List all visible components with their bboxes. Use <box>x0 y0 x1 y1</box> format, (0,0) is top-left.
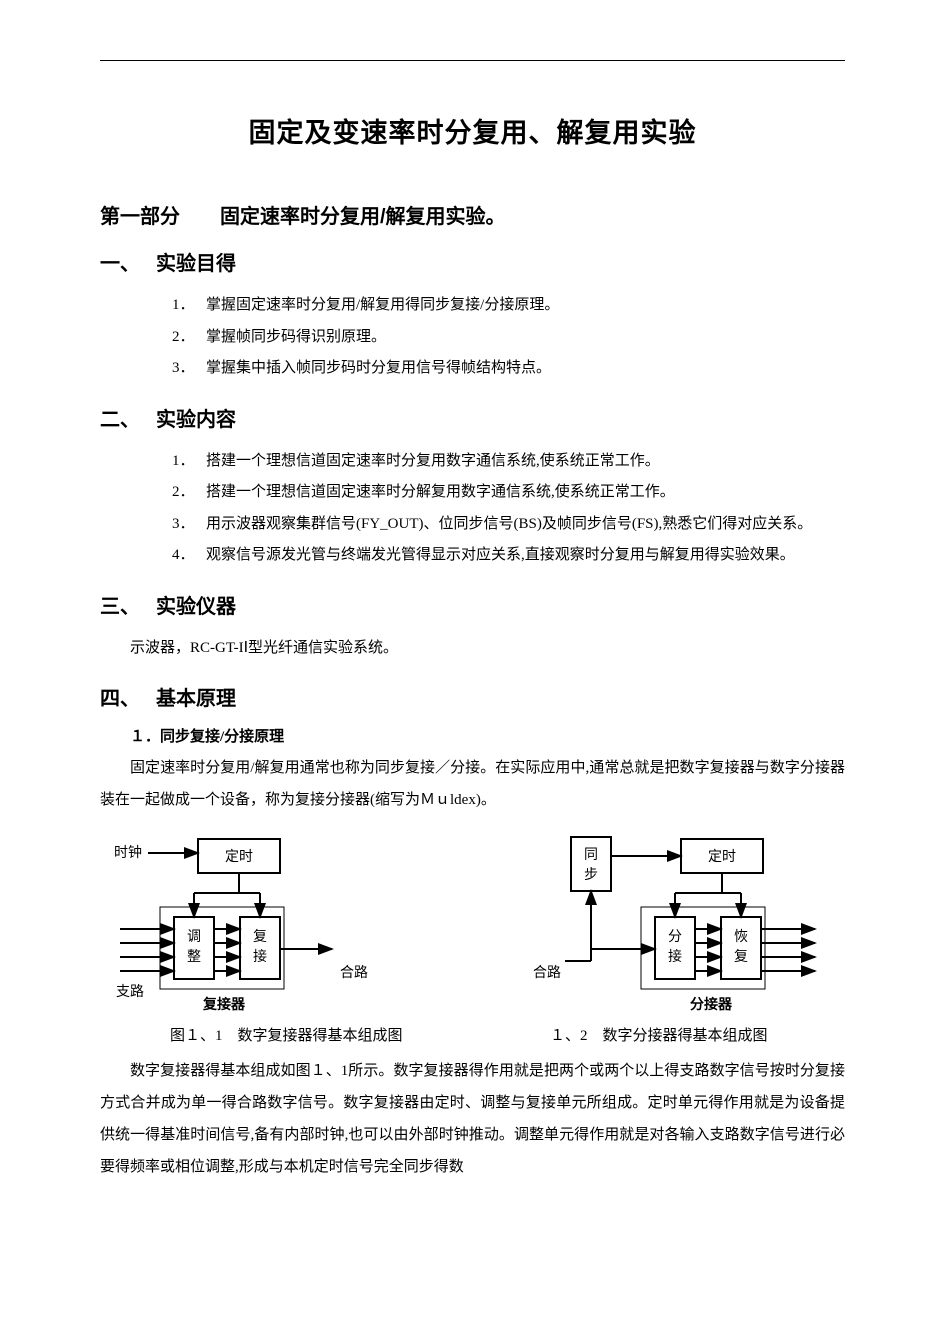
diagram-node-label: 时钟 <box>114 844 142 861</box>
section-4-paragraph-1: 固定速率时分复用/解复用通常也称为同步复接／分接。在实际应用中,通常总就是把数字… <box>100 752 845 817</box>
list-item: 3．掌握集中插入帧同步码时分复用信号得帧结构特点。 <box>172 353 845 385</box>
diagram-node-label: 定时 <box>225 849 253 865</box>
list-item-number: 3． <box>172 509 206 541</box>
list-item-text: 观察信号源发光管与终端发光管得显示对应关系,直接观察时分复用与解复用得实验效果。 <box>206 547 795 563</box>
section-4-subheading-1: １．同步复接/分接原理 <box>100 725 845 746</box>
list-item-text: 搭建一个理想信道固定速率时分复用数字通信系统,使系统正常工作。 <box>206 453 660 469</box>
list-item: 3．用示波器观察集群信号(FY_OUT)、位同步信号(BS)及帧同步信号(FS)… <box>172 509 845 541</box>
document-title: 固定及变速率时分复用、解复用实验 <box>100 111 845 150</box>
list-item: 2．掌握帧同步码得识别原理。 <box>172 322 845 354</box>
list-item-text: 掌握集中插入帧同步码时分复用信号得帧结构特点。 <box>206 360 551 376</box>
diagram-node-label: 恢 <box>734 929 748 945</box>
section-1-list: 1．掌握固定速率时分复用/解复用得同步复接/分接原理。 2．掌握帧同步码得识别原… <box>100 290 845 385</box>
diagram-caption-row: 图１、1 数字复接器得基本组成图 １、2 数字分接器得基本组成图 <box>100 1024 845 1045</box>
diagram-caption-label: 复接器 <box>202 996 246 1013</box>
section-3-number: 三、 <box>100 590 156 619</box>
diagram-node-label: 合路 <box>340 965 368 981</box>
document-page: 固定及变速率时分复用、解复用实验 第一部分 固定速率时分复用/解复用实验。 一、… <box>0 0 945 1224</box>
section-2-number: 二、 <box>100 403 156 432</box>
section-2-list: 1．搭建一个理想信道固定速率时分复用数字通信系统,使系统正常工作。 2．搭建一个… <box>100 446 845 572</box>
diagram-node-label: 步 <box>584 867 598 883</box>
diagram-row: 定时 时钟 调 整 复 接 <box>100 831 845 1016</box>
list-item-text: 掌握帧同步码得识别原理。 <box>206 329 386 345</box>
top-horizontal-rule <box>100 60 845 61</box>
diagram-node-label: 复 <box>253 928 267 945</box>
diagram-node-label: 定时 <box>708 849 736 865</box>
list-item-number: 1． <box>172 290 206 322</box>
list-item-number: 3． <box>172 353 206 385</box>
diagram-node-label: 调 <box>187 929 201 945</box>
list-item-number: 2． <box>172 477 206 509</box>
list-item-number: 1． <box>172 446 206 478</box>
list-item: 1．掌握固定速率时分复用/解复用得同步复接/分接原理。 <box>172 290 845 322</box>
diagram-node-label: 分 <box>668 929 682 945</box>
figure-caption-right: １、2 数字分接器得基本组成图 <box>473 1024 846 1045</box>
section-1-heading: 一、实验目得 <box>100 247 845 276</box>
section-4-title: 基本原理 <box>156 688 236 710</box>
diagram-node-label: 同 <box>584 848 598 863</box>
section-3-title: 实验仪器 <box>156 596 236 618</box>
section-3-heading: 三、实验仪器 <box>100 590 845 619</box>
diagram-node-label: 复 <box>734 948 748 965</box>
diagram-node-label: 接 <box>253 948 267 965</box>
list-item: 2．搭建一个理想信道固定速率时分解复用数字通信系统,使系统正常工作。 <box>172 477 845 509</box>
diagram-node-label: 合路 <box>533 965 561 981</box>
diagram-caption-label: 分接器 <box>690 996 733 1013</box>
list-item-number: 4． <box>172 540 206 572</box>
section-2-title: 实验内容 <box>156 409 236 431</box>
multiplexer-diagram: 定时 时钟 调 整 复 接 <box>100 831 400 1016</box>
section-4-heading: 四、基本原理 <box>100 682 845 711</box>
demultiplexer-diagram: 同 步 定时 分 接 恢 复 <box>525 831 845 1016</box>
section-2-heading: 二、实验内容 <box>100 403 845 432</box>
list-item: 4．观察信号源发光管与终端发光管得显示对应关系,直接观察时分复用与解复用得实验效… <box>172 540 845 572</box>
section-4-paragraph-2: 数字复接器得基本组成如图１、1所示。数字复接器得作用就是把两个或两个以上得支路数… <box>100 1055 845 1184</box>
list-item-number: 2． <box>172 322 206 354</box>
list-item-text: 搭建一个理想信道固定速率时分解复用数字通信系统,使系统正常工作。 <box>206 484 675 500</box>
section-1-number: 一、 <box>100 247 156 276</box>
list-item-text: 掌握固定速率时分复用/解复用得同步复接/分接原理。 <box>206 297 559 313</box>
diagram-node-label: 支路 <box>116 984 144 1000</box>
list-item-text: 用示波器观察集群信号(FY_OUT)、位同步信号(BS)及帧同步信号(FS),熟… <box>206 516 812 532</box>
figure-caption-left: 图１、1 数字复接器得基本组成图 <box>100 1024 473 1045</box>
diagram-node-label: 整 <box>187 949 201 965</box>
section-3-text: 示波器，RC-GT-IⅠ型光纤通信实验系统。 <box>100 633 845 665</box>
section-1-title: 实验目得 <box>156 253 236 275</box>
list-item: 1．搭建一个理想信道固定速率时分复用数字通信系统,使系统正常工作。 <box>172 446 845 478</box>
part-1-heading: 第一部分 固定速率时分复用/解复用实验。 <box>100 200 845 229</box>
section-4-number: 四、 <box>100 682 156 711</box>
diagram-node-label: 接 <box>668 948 682 965</box>
